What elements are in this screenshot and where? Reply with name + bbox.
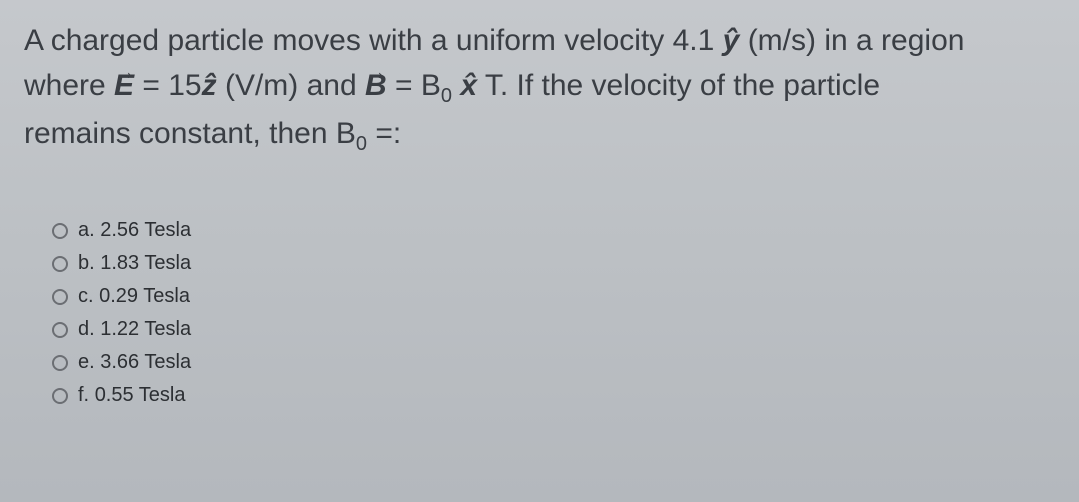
radio-icon[interactable] xyxy=(52,322,68,338)
x-hat: x̂ xyxy=(460,63,477,108)
radio-icon[interactable] xyxy=(52,223,68,239)
radio-icon[interactable] xyxy=(52,355,68,371)
option-row[interactable]: a. 2.56 Tesla xyxy=(52,219,1055,242)
b-vector: →B xyxy=(365,63,387,108)
option-row[interactable]: b. 1.83 Tesla xyxy=(52,252,1055,275)
option-label: c. 0.29 Tesla xyxy=(78,285,190,308)
z-hat: ẑ xyxy=(202,63,217,108)
option-row[interactable]: f. 0.55 Tesla xyxy=(52,384,1055,407)
option-label: e. 3.66 Tesla xyxy=(78,351,191,374)
question-line2-part4: = B xyxy=(387,69,441,102)
radio-icon[interactable] xyxy=(52,289,68,305)
option-label: b. 1.83 Tesla xyxy=(78,252,191,275)
option-label: d. 1.22 Tesla xyxy=(78,318,191,341)
radio-icon[interactable] xyxy=(52,388,68,404)
subscript-0-a: 0 xyxy=(441,85,452,107)
options-list: a. 2.56 Tesla b. 1.83 Tesla c. 0.29 Tesl… xyxy=(52,219,1055,407)
subscript-0-b: 0 xyxy=(356,133,367,155)
y-hat: ŷ xyxy=(723,18,740,63)
question-line2-part2: = 15 xyxy=(134,69,202,102)
option-row[interactable]: c. 0.29 Tesla xyxy=(52,285,1055,308)
question-line3-part2: =: xyxy=(367,117,401,150)
question-line1-part2: (m/s) in a region xyxy=(739,24,964,57)
question-text: A charged particle moves with a uniform … xyxy=(24,18,1055,159)
option-label: f. 0.55 Tesla xyxy=(78,384,186,407)
question-line2-part5: T. If the velocity of the particle xyxy=(477,69,880,102)
question-line2-part3: (V/m) and xyxy=(217,69,365,102)
option-row[interactable]: e. 3.66 Tesla xyxy=(52,351,1055,374)
e-vector: →E xyxy=(114,63,134,108)
question-line3-part1: remains constant, then B xyxy=(24,117,356,150)
option-label: a. 2.56 Tesla xyxy=(78,219,191,242)
question-line1-part1: A charged particle moves with a uniform … xyxy=(24,24,723,57)
radio-icon[interactable] xyxy=(52,256,68,272)
option-row[interactable]: d. 1.22 Tesla xyxy=(52,318,1055,341)
question-line2-part1: where xyxy=(24,69,114,102)
